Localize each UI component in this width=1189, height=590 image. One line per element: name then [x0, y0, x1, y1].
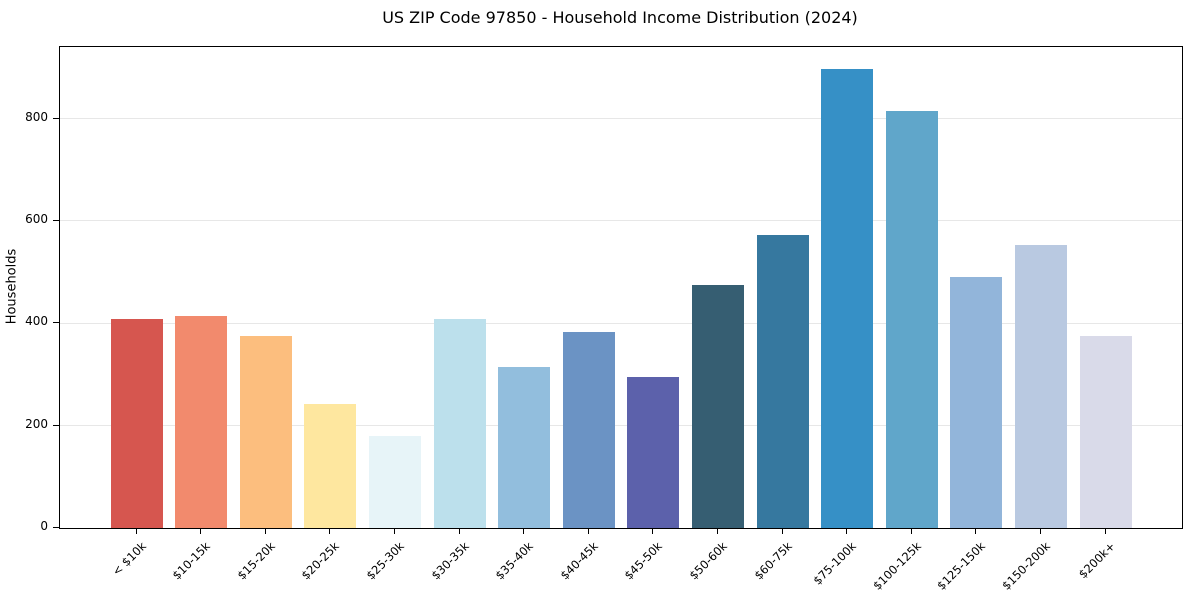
y-tick-mark: [53, 424, 59, 426]
x-tick-mark: [975, 528, 977, 534]
gridline: [60, 322, 1182, 324]
y-tick-mark: [53, 322, 59, 324]
x-tick-mark: [1039, 528, 1041, 534]
x-tick-mark: [329, 528, 331, 534]
bar-$60-75k: [756, 235, 809, 528]
bar-$10-15k: [175, 315, 228, 528]
bar-< $10k: [110, 319, 163, 528]
y-tick-mark: [53, 219, 59, 221]
x-tick-mark: [781, 528, 783, 534]
x-tick-mark: [1104, 528, 1106, 534]
bar-$200k+: [1079, 336, 1132, 528]
x-tick-mark: [523, 528, 525, 534]
plot-area: [59, 46, 1183, 529]
x-tick-mark: [910, 528, 912, 534]
y-tick-label: 400: [25, 314, 48, 329]
bar-$150-200k: [1014, 244, 1067, 528]
bar-$20-25k: [304, 404, 357, 528]
bar-$50-60k: [691, 285, 744, 528]
x-tick-mark: [716, 528, 718, 534]
bar-$75-100k: [821, 69, 874, 528]
chart-title: US ZIP Code 97850 - Household Income Dis…: [382, 8, 858, 27]
x-tick-mark: [846, 528, 848, 534]
y-tick-label: 200: [25, 416, 48, 431]
gridline: [60, 220, 1182, 222]
bar-$35-40k: [498, 366, 551, 528]
bar-$45-50k: [627, 376, 680, 528]
x-tick-label: < $10k: [108, 539, 149, 579]
gridline: [60, 425, 1182, 427]
bar-$40-45k: [562, 332, 615, 528]
x-tick-mark: [458, 528, 460, 534]
y-axis-label: Households: [4, 248, 20, 325]
x-tick-mark: [393, 528, 395, 534]
bar-$30-35k: [433, 318, 486, 528]
bar-$100-125k: [885, 110, 938, 528]
x-tick-mark: [264, 528, 266, 534]
bar-$125-150k: [950, 276, 1003, 528]
bar-$25-30k: [368, 435, 421, 528]
y-tick-label: 0: [40, 519, 48, 533]
x-tick-mark: [200, 528, 202, 534]
y-tick-label: 600: [25, 211, 48, 226]
x-tick-mark: [587, 528, 589, 534]
gridline: [60, 118, 1182, 120]
bar-$15-20k: [239, 335, 292, 528]
x-tick-mark: [652, 528, 654, 534]
x-tick-mark: [135, 528, 137, 534]
y-tick-label: 800: [25, 109, 48, 124]
y-tick-mark: [53, 117, 59, 119]
y-tick-mark: [53, 527, 59, 528]
